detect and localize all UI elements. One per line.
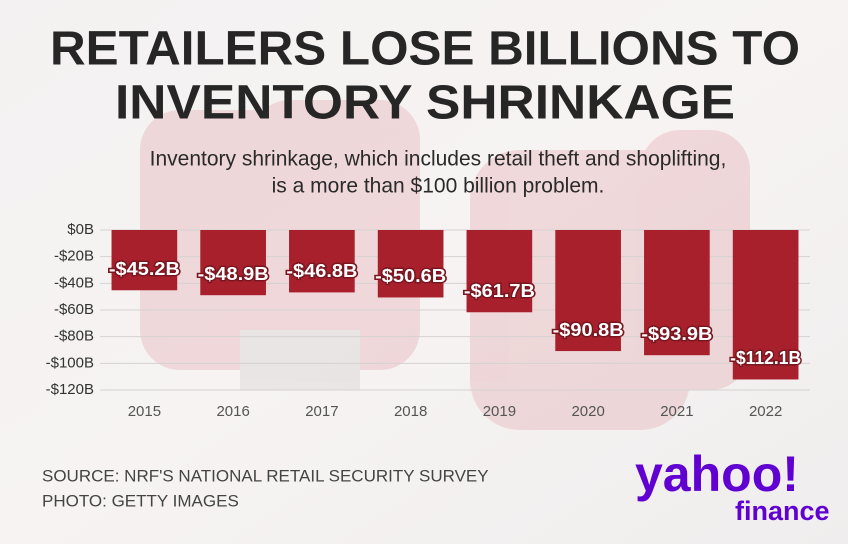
y-tick-label: -$20B — [54, 248, 94, 265]
y-tick-label: -$40B — [54, 274, 94, 291]
x-tick-label: 2019 — [483, 403, 516, 420]
chart-subtitle: Inventory shrinkage, which includes reta… — [150, 148, 727, 171]
x-tick-label: 2015 — [128, 403, 161, 420]
source-note: SOURCE: NRF'S NATIONAL RETAIL SECURITY S… — [42, 466, 489, 485]
bar — [111, 230, 178, 291]
x-tick-label: 2021 — [660, 403, 693, 420]
x-tick-label: 2022 — [749, 403, 782, 420]
value-label: -$46.8B — [286, 261, 357, 281]
value-label: -$61.7B — [464, 281, 535, 301]
y-tick-label: -$120B — [46, 381, 94, 398]
x-tick-label: 2018 — [394, 403, 427, 420]
value-label: -$48.9B — [198, 264, 269, 284]
y-tick-label: -$80B — [54, 328, 94, 345]
bar — [732, 230, 799, 380]
bar — [555, 230, 621, 352]
y-tick-label: -$100B — [46, 354, 94, 371]
chart-subtitle: is a more than $100 billion problem. — [272, 175, 605, 198]
logo-sub: finance — [735, 496, 830, 526]
y-tick-label: $0B — [67, 221, 94, 238]
chart-title: RETAILERS LOSE BILLIONS TO — [50, 23, 800, 76]
bar — [200, 230, 266, 296]
bar — [466, 230, 533, 313]
value-label: -$50.6B — [375, 266, 446, 286]
y-tick-label: -$60B — [54, 301, 94, 318]
value-label: -$112.1B — [730, 348, 801, 368]
chart-title: INVENTORY SHRINKAGE — [115, 77, 735, 130]
x-tick-label: 2016 — [216, 403, 249, 420]
bar — [377, 230, 444, 298]
value-label: -$90.8B — [553, 320, 624, 340]
bar — [644, 230, 710, 356]
x-tick-label: 2017 — [305, 403, 338, 420]
bar — [289, 230, 355, 293]
photo-credit: PHOTO: GETTY IMAGES — [42, 491, 239, 510]
value-label: -$45.2B — [109, 259, 180, 279]
x-tick-label: 2020 — [571, 403, 604, 420]
value-label: -$93.9B — [641, 324, 712, 344]
logo: yahoo! — [635, 446, 799, 502]
